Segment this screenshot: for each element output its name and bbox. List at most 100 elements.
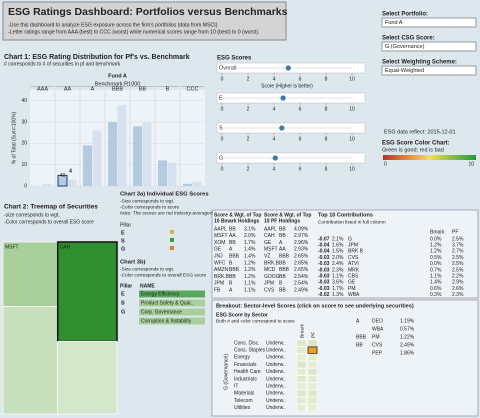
heat-cell[interactable] (296, 397, 307, 405)
column-header: NAME (140, 283, 155, 289)
table-cell: -0.03 (318, 261, 330, 267)
table-title: Score & Wgt. of Top (214, 212, 261, 218)
category-header (105, 86, 130, 87)
sector-label: Industrials (234, 376, 257, 382)
x-tick-label: 8 (325, 76, 328, 82)
chart-title: Chart 2: Treemap of Securities (4, 204, 98, 211)
sector-label: Utilities (234, 405, 251, 411)
panel-note: Both # and color correspond to score (216, 318, 295, 324)
heat-cell[interactable] (296, 339, 307, 347)
score-dot (272, 155, 278, 161)
cell-label: CAH (60, 244, 71, 250)
detail-cell: A (356, 318, 360, 324)
heat-cell[interactable] (307, 339, 318, 347)
heat-cell[interactable] (307, 389, 318, 397)
score-square (170, 230, 174, 234)
heat-cell[interactable] (307, 346, 318, 354)
table-cell: GE (348, 280, 356, 286)
x-tick-label: 2 (247, 166, 250, 172)
table-cell: 2.1% (332, 236, 344, 242)
table-cell: 2.65% (294, 267, 309, 273)
chart-title: Chart 1: ESG Rating Distribution for Pf'… (4, 54, 190, 61)
heat-cell[interactable] (307, 353, 318, 361)
dropdown[interactable] (381, 17, 477, 28)
table-cell: BB (279, 226, 286, 232)
heat-cell[interactable] (307, 382, 318, 390)
heat-cell[interactable] (307, 361, 318, 369)
table-cell: 2.5% (452, 267, 464, 273)
table-cell: GE (264, 240, 272, 246)
table-cell: CVS (264, 288, 275, 294)
table-cell: 0.0% (430, 236, 442, 242)
heat-cell[interactable] (296, 346, 307, 354)
x-tick-label: 6 (299, 106, 302, 112)
treemap-cell[interactable] (2, 306, 59, 415)
category-header (80, 86, 105, 87)
table-cell: 1.2% (244, 267, 256, 273)
treemap-cell[interactable] (2, 241, 59, 307)
table-cell: 1.2% (430, 249, 442, 255)
heat-cell[interactable] (307, 368, 318, 376)
heat-cell[interactable] (296, 361, 307, 369)
table-cell: 2.96% (294, 240, 309, 246)
table-cell: B (279, 281, 283, 287)
table-cell: CBS (348, 274, 359, 280)
row-label: E (219, 95, 223, 101)
dropdown[interactable] (381, 41, 477, 52)
bar (83, 145, 92, 186)
heat-cell[interactable] (296, 353, 307, 361)
detail-cell: 1.19% (400, 318, 415, 324)
heat-cell[interactable] (307, 397, 318, 405)
legend-entry: Fund A (108, 73, 127, 79)
table-cell: VZ (264, 254, 270, 260)
dropdown-value: G (Governance) (385, 44, 425, 50)
heat-cell[interactable] (296, 404, 307, 412)
sector-label: Energy (234, 355, 250, 361)
table-cell: MSFT (214, 233, 228, 239)
row-name: Product Safety & Qual.. (141, 300, 193, 306)
scale-tick: 10 (468, 161, 474, 167)
table-cell: 1.3% (332, 292, 344, 298)
x-tick-label: 10 (349, 166, 355, 172)
table-cell: 2.54% (294, 281, 309, 287)
table-cell: GE (214, 247, 222, 253)
sector-label: Cons. Staples (234, 348, 266, 354)
treemap-cell[interactable] (57, 340, 118, 415)
table-cell: BBB (279, 254, 290, 260)
table-cell: 2.49% (294, 288, 309, 294)
table-cell: JNJ (214, 254, 223, 260)
detail-cell: 2.49% (400, 342, 415, 348)
x-tick-label: 6 (299, 136, 302, 142)
chart-title: ESG Scores (217, 56, 252, 62)
heat-cell[interactable] (296, 389, 307, 397)
row-bar (139, 317, 205, 325)
table-cell: 1.6% (332, 243, 344, 249)
x-tick-label: 8 (325, 136, 328, 142)
heat-cell[interactable] (296, 382, 307, 390)
column-header: Bmark (299, 324, 305, 338)
heat-cell[interactable] (307, 375, 318, 383)
table-cell: MRK (348, 267, 360, 273)
color-scale (383, 155, 476, 160)
treemap-cell[interactable] (56, 241, 118, 342)
bar (92, 130, 102, 186)
score-dot (279, 125, 285, 131)
note: -Letter ratings range from AAA (best) to… (8, 29, 259, 35)
table-cell: JPM (214, 281, 224, 287)
detail-cell: CVS (372, 342, 383, 348)
heat-cell[interactable] (307, 404, 318, 412)
dropdown-value: Equal-Weighted (385, 68, 424, 74)
bar (117, 104, 127, 186)
dropdown[interactable] (381, 65, 477, 76)
sector-label: Financials (234, 362, 257, 368)
detail-cell: PEP (372, 350, 383, 356)
table-cell: ATVI (348, 261, 359, 267)
annotation: 40 (60, 173, 66, 179)
heat-cell[interactable] (296, 368, 307, 376)
detail-cell: BB (356, 342, 363, 348)
table-cell: B (229, 260, 233, 266)
heat-cell[interactable] (296, 375, 307, 383)
table-cell: 3.1% (244, 226, 256, 232)
table-cell: PM (348, 286, 356, 292)
